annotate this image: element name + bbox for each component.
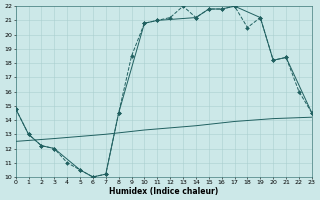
X-axis label: Humidex (Indice chaleur): Humidex (Indice chaleur)	[109, 187, 218, 196]
